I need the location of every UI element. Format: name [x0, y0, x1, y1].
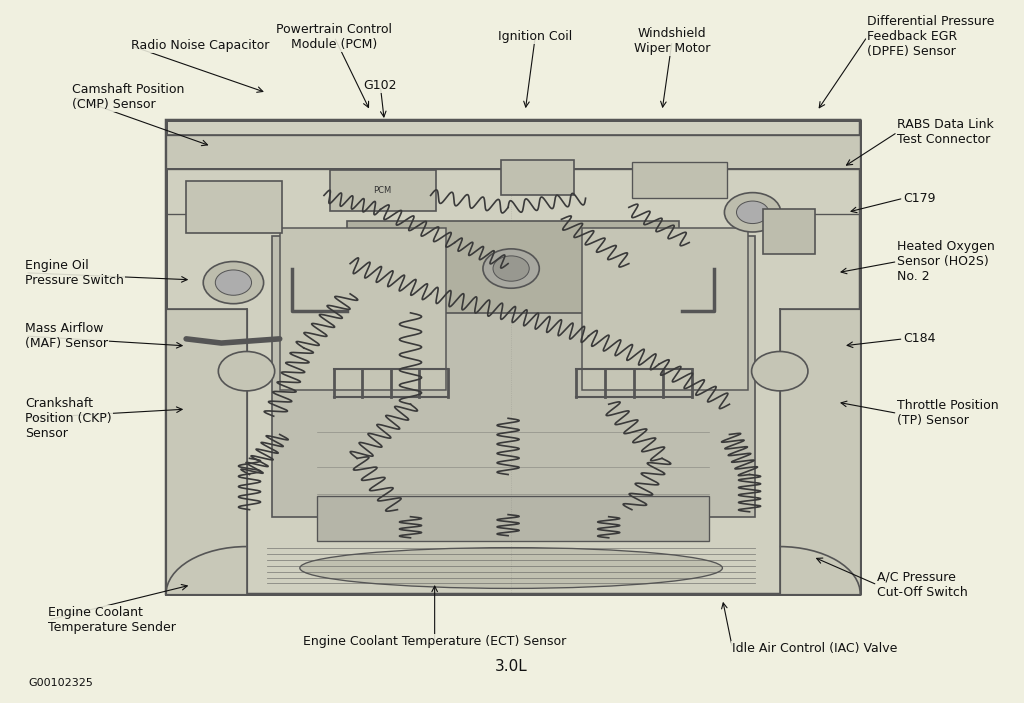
- Bar: [280, 228, 445, 390]
- Circle shape: [493, 256, 529, 281]
- Text: G00102325: G00102325: [29, 678, 93, 688]
- Polygon shape: [166, 135, 860, 169]
- Text: 3.0L: 3.0L: [495, 659, 527, 674]
- Bar: [763, 209, 815, 254]
- Text: Idle Air Control (IAC) Valve: Idle Air Control (IAC) Valve: [732, 642, 898, 654]
- Polygon shape: [166, 309, 247, 594]
- Polygon shape: [166, 120, 860, 594]
- Bar: [186, 181, 282, 233]
- Circle shape: [752, 352, 808, 391]
- Circle shape: [203, 262, 263, 304]
- Text: Engine Oil
Pressure Switch: Engine Oil Pressure Switch: [26, 259, 124, 287]
- Text: Mass Airflow
(MAF) Sensor: Mass Airflow (MAF) Sensor: [26, 322, 109, 350]
- Bar: [632, 162, 727, 198]
- Text: Windshield
Wiper Motor: Windshield Wiper Motor: [634, 27, 711, 55]
- Circle shape: [724, 193, 780, 232]
- Text: Powertrain Control
Module (PCM): Powertrain Control Module (PCM): [276, 22, 392, 51]
- Text: C184: C184: [903, 333, 936, 345]
- Text: RABS Data Link
Test Connector: RABS Data Link Test Connector: [897, 118, 994, 146]
- Bar: [501, 160, 573, 195]
- Text: Differential Pressure
Feedback EGR
(DPFE) Sensor: Differential Pressure Feedback EGR (DPFE…: [867, 15, 994, 58]
- Text: A/C Pressure
Cut-Off Switch: A/C Pressure Cut-Off Switch: [878, 571, 968, 599]
- Circle shape: [218, 352, 274, 391]
- Bar: [317, 496, 710, 541]
- Circle shape: [215, 270, 252, 295]
- Polygon shape: [779, 309, 860, 594]
- Bar: [347, 221, 679, 313]
- Text: Engine Coolant Temperature (ECT) Sensor: Engine Coolant Temperature (ECT) Sensor: [303, 635, 566, 647]
- Bar: [330, 170, 435, 211]
- Circle shape: [483, 249, 540, 288]
- Text: Heated Oxygen
Sensor (HO2S)
No. 2: Heated Oxygen Sensor (HO2S) No. 2: [897, 240, 995, 283]
- Text: Radio Noise Capacitor: Radio Noise Capacitor: [131, 39, 269, 52]
- Text: PCM: PCM: [373, 186, 391, 195]
- Bar: [582, 228, 748, 390]
- Text: Camshaft Position
(CMP) Sensor: Camshaft Position (CMP) Sensor: [73, 83, 184, 111]
- Text: Engine Coolant
Temperature Sender: Engine Coolant Temperature Sender: [48, 606, 176, 634]
- Text: Ignition Coil: Ignition Coil: [498, 30, 572, 43]
- Text: Throttle Position
(TP) Sensor: Throttle Position (TP) Sensor: [897, 399, 999, 427]
- Text: C179: C179: [903, 192, 936, 205]
- Text: G102: G102: [364, 79, 397, 92]
- Ellipse shape: [300, 548, 722, 588]
- Circle shape: [736, 201, 769, 224]
- Bar: [271, 236, 755, 517]
- Text: Crankshaft
Position (CKP)
Sensor: Crankshaft Position (CKP) Sensor: [26, 396, 112, 440]
